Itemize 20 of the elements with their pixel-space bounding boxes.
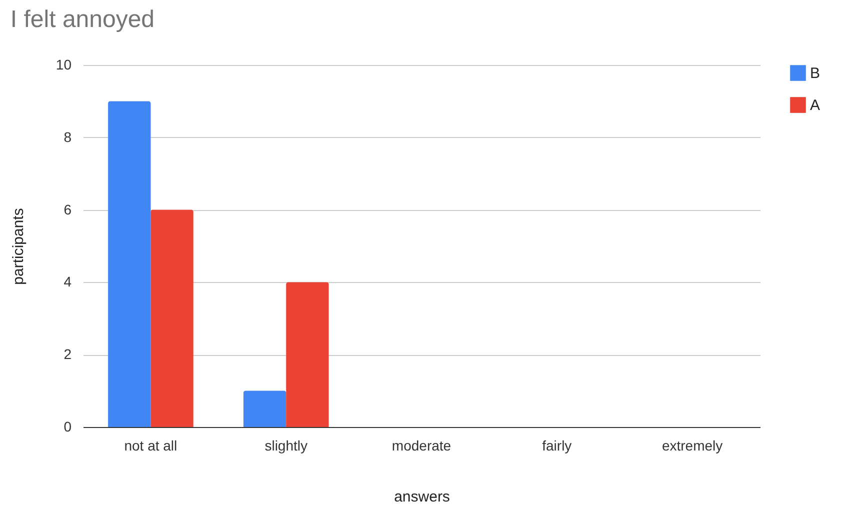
x-tick-label: slightly [264, 438, 308, 454]
y-tick-label: 4 [64, 274, 72, 290]
chart-title: I felt annoyed [10, 6, 155, 33]
y-tick-label: 0 [64, 418, 72, 434]
bar [150, 210, 194, 427]
y-tick-label: 8 [64, 128, 72, 145]
x-tick-label: extremely [662, 438, 723, 454]
legend-label: A [810, 97, 820, 114]
x-tick-label: not at all [124, 438, 178, 454]
y-tick-label: 10 [56, 56, 72, 72]
bar [243, 390, 286, 427]
y-tick-label: 6 [64, 201, 72, 218]
x-tick-label: moderate [392, 438, 452, 454]
y-axis-title: participants [10, 208, 27, 285]
bar [286, 282, 329, 427]
x-axis-title: answers [394, 488, 450, 506]
y-tick-label: 2 [64, 346, 72, 362]
x-tick-label: fairly [542, 438, 572, 454]
bar [108, 101, 151, 427]
legend-label: B [810, 65, 820, 82]
